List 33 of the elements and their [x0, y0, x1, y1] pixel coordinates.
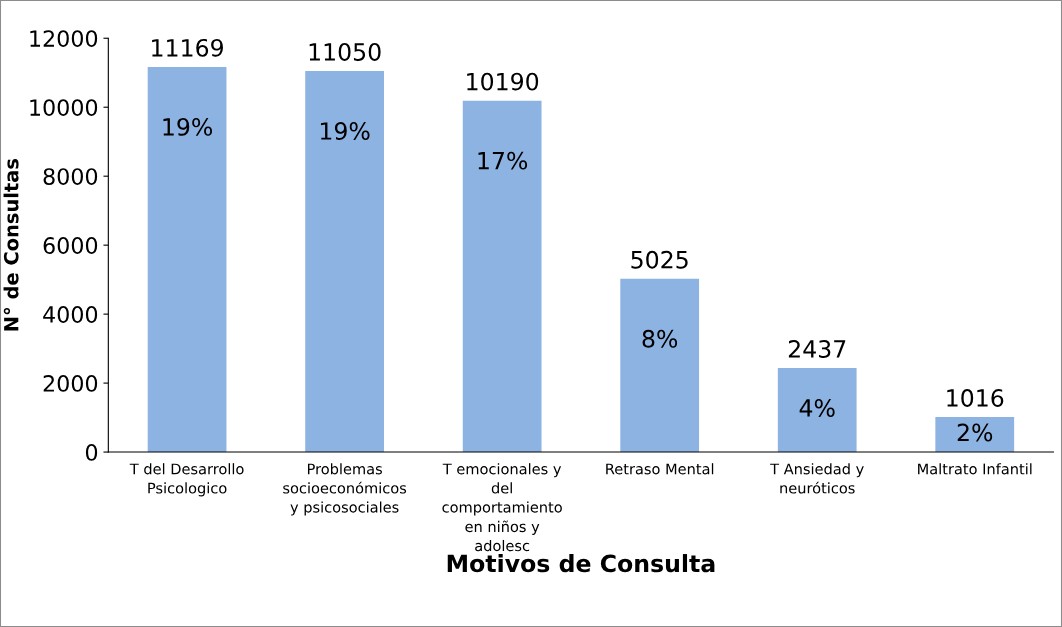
x-tick-label: T emocionales y del comportamiento en niños y adolesc: [442, 463, 562, 552]
annotation: 19%: [320, 122, 370, 140]
y-tick-label: 0: [85, 444, 98, 461]
x-tick-label: T del Desarrollo Psicologico: [129, 463, 244, 497]
bar: [462, 100, 542, 453]
data-label: 11050: [309, 43, 381, 61]
x-axis-title: Motivos de Consulta: [447, 554, 715, 573]
x-tick-label: Retraso Mental: [606, 463, 714, 475]
data-label: 5025: [631, 250, 688, 269]
y-axis-title: N° de Consultas: [3, 158, 19, 331]
data-label: 11169: [152, 38, 223, 57]
x-tick-label: T Ansiedad y neuróticos: [770, 463, 864, 494]
data-label: 10190: [467, 72, 539, 91]
y-tick-label: 6000: [43, 237, 98, 254]
data-label: 1016: [947, 389, 1004, 407]
annotation: 2%: [957, 423, 993, 442]
data-label: 2437: [788, 340, 846, 358]
annotation: 17%: [478, 151, 528, 170]
bar: [147, 66, 227, 453]
y-tick-label: 8000: [43, 168, 98, 185]
bar: [777, 368, 857, 453]
y-tick-label: 2000: [43, 375, 98, 392]
annotation: 4%: [799, 399, 835, 417]
bar: [935, 417, 1015, 453]
x-tick-label: Maltrato Infantil: [918, 463, 1032, 475]
x-tick-label: Problemas socioeconómicos y psicosociales: [283, 463, 407, 516]
y-tick-label: 10000: [30, 99, 98, 116]
annotation: 8%: [642, 329, 678, 348]
bar: [305, 71, 384, 453]
bar: [620, 278, 700, 453]
annotation: 19%: [163, 117, 213, 136]
y-tick-label: 4000: [43, 306, 98, 323]
y-tick-label: 12000: [30, 30, 98, 48]
